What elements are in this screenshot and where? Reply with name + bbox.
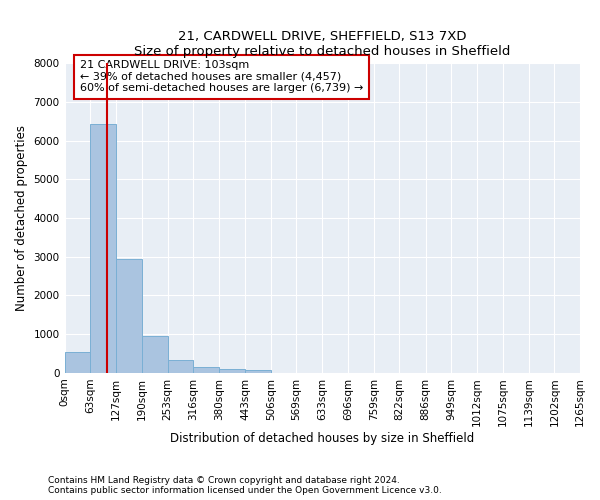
Bar — [90, 124, 116, 373]
Bar — [245, 370, 271, 373]
Bar — [65, 352, 90, 373]
Text: 21 CARDWELL DRIVE: 103sqm
← 39% of detached houses are smaller (4,457)
60% of se: 21 CARDWELL DRIVE: 103sqm ← 39% of detac… — [80, 60, 364, 94]
Text: Contains HM Land Registry data © Crown copyright and database right 2024.
Contai: Contains HM Land Registry data © Crown c… — [48, 476, 442, 495]
Bar — [116, 260, 142, 373]
Bar — [193, 366, 219, 373]
Bar — [167, 360, 193, 373]
Y-axis label: Number of detached properties: Number of detached properties — [15, 125, 28, 311]
X-axis label: Distribution of detached houses by size in Sheffield: Distribution of detached houses by size … — [170, 432, 475, 445]
Bar — [142, 336, 167, 373]
Bar — [220, 369, 245, 373]
Title: 21, CARDWELL DRIVE, SHEFFIELD, S13 7XD
Size of property relative to detached hou: 21, CARDWELL DRIVE, SHEFFIELD, S13 7XD S… — [134, 30, 511, 58]
